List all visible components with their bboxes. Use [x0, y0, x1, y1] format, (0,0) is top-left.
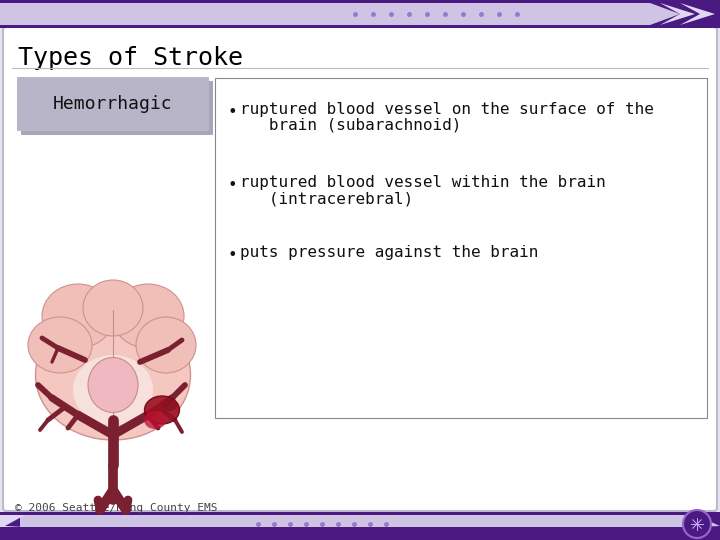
Text: Hemorrhagic: Hemorrhagic: [53, 95, 173, 113]
Text: •: •: [228, 105, 238, 120]
Ellipse shape: [35, 310, 191, 440]
Ellipse shape: [112, 284, 184, 348]
Text: •: •: [228, 178, 238, 193]
Ellipse shape: [145, 396, 179, 424]
Text: ruptured blood vessel on the surface of the: ruptured blood vessel on the surface of …: [240, 102, 654, 117]
Ellipse shape: [73, 355, 153, 425]
Ellipse shape: [144, 411, 166, 429]
Ellipse shape: [83, 280, 143, 336]
Polygon shape: [20, 515, 720, 527]
Ellipse shape: [42, 284, 114, 348]
Bar: [0, 0, 720, 28]
Polygon shape: [0, 515, 25, 527]
Polygon shape: [660, 3, 695, 25]
Text: ruptured blood vessel within the brain: ruptured blood vessel within the brain: [240, 175, 606, 190]
FancyBboxPatch shape: [21, 81, 213, 135]
Ellipse shape: [88, 357, 138, 413]
Text: © 2006 Seattle/King County EMS: © 2006 Seattle/King County EMS: [15, 503, 217, 513]
Ellipse shape: [163, 399, 178, 411]
Polygon shape: [0, 3, 680, 25]
Text: brain (subarachnoid): brain (subarachnoid): [240, 118, 462, 133]
Text: Types of Stroke: Types of Stroke: [18, 46, 243, 70]
FancyBboxPatch shape: [17, 77, 209, 131]
Circle shape: [683, 510, 711, 538]
Text: puts pressure against the brain: puts pressure against the brain: [240, 245, 539, 260]
Bar: [0, 512, 720, 540]
Text: •: •: [228, 248, 238, 263]
FancyBboxPatch shape: [215, 78, 707, 418]
Polygon shape: [680, 3, 715, 25]
Ellipse shape: [28, 317, 92, 373]
Ellipse shape: [136, 317, 196, 373]
Text: (intracerebral): (intracerebral): [240, 191, 413, 206]
FancyBboxPatch shape: [3, 27, 717, 511]
